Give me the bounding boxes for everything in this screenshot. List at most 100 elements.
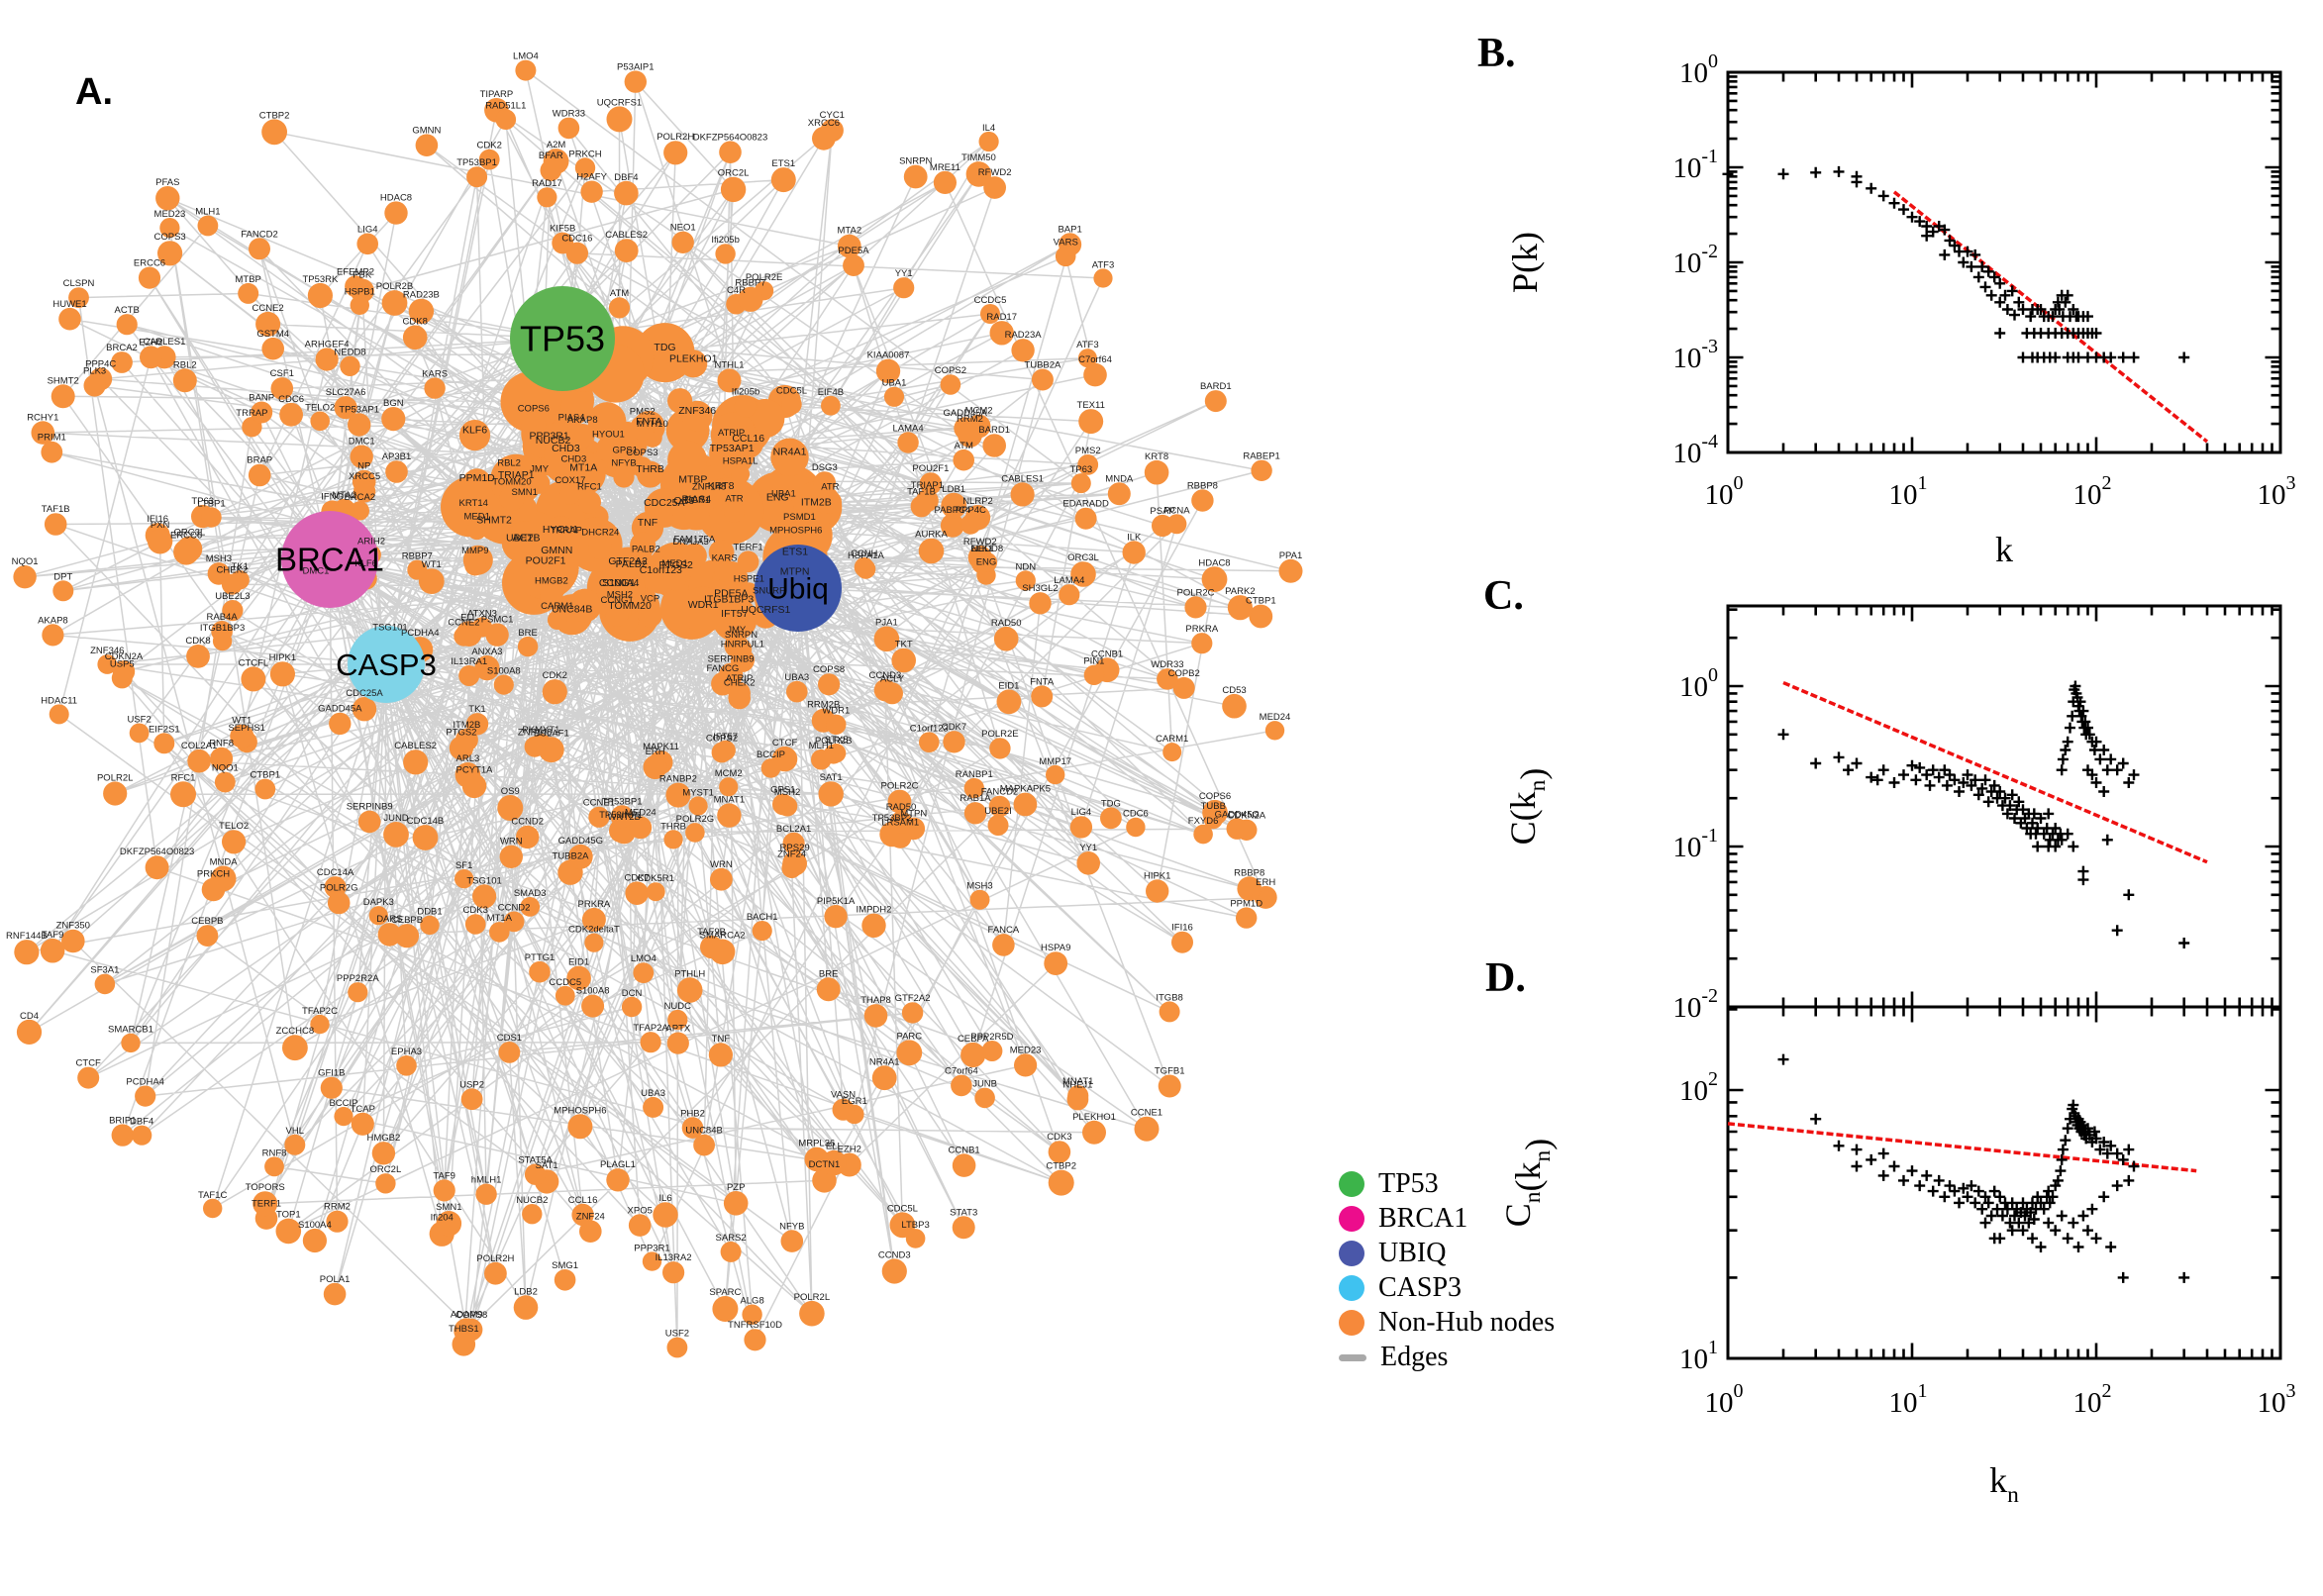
network-node <box>643 754 667 780</box>
y-tick-label: 10-1 <box>1672 146 1718 184</box>
network-node <box>1144 459 1169 485</box>
network-node <box>320 1076 343 1099</box>
network-node <box>407 559 428 580</box>
node-label: CDK2 <box>477 141 502 151</box>
node-label: RAD23B <box>403 290 440 301</box>
network-node <box>940 513 964 538</box>
node-label: CARM1 <box>1156 734 1188 745</box>
node-label: S100A8 <box>487 666 521 677</box>
node-label: PLEKHO1 <box>669 352 718 364</box>
node-label: TFAP2A <box>633 1023 668 1034</box>
node-label: RBL2 <box>173 359 197 370</box>
hub-label-tp53: TP53 <box>520 319 605 359</box>
node-label: POLR2G <box>676 814 715 825</box>
network-node <box>969 889 990 910</box>
node-label: CDK2deltaT <box>568 925 620 936</box>
node-label: MRE11 <box>930 162 960 173</box>
network-node <box>210 747 234 770</box>
network-node <box>587 402 627 441</box>
node-label: HSPE1 <box>734 573 764 584</box>
legend-label: BRCA1 <box>1378 1203 1468 1234</box>
network-node <box>557 117 580 140</box>
legend-label: UBIQ <box>1378 1238 1447 1268</box>
network-node <box>1015 570 1036 591</box>
node-label: POLR2C <box>1176 587 1214 598</box>
node-label: RBBP7 <box>735 278 765 289</box>
node-label: KRT14 <box>458 498 487 509</box>
node-label: COPS2 <box>935 365 966 376</box>
node-label: TIPARP <box>480 89 514 100</box>
node-label: PDE5A <box>714 588 748 600</box>
network-node <box>681 543 707 568</box>
node-label: SARS2 <box>716 1233 747 1244</box>
node-label: ZNF24 <box>777 849 806 860</box>
node-label: CDC5L <box>887 1203 918 1214</box>
panel-c: 100 10-1 10-2 C(kn) <box>1503 604 2282 1024</box>
network-node <box>1264 721 1285 741</box>
node-label: PIN1 <box>1083 656 1104 667</box>
network-node <box>903 164 928 189</box>
node-label: ATRIP <box>726 673 753 684</box>
node-label: POLR2B <box>815 736 853 747</box>
network-node <box>889 811 913 834</box>
node-label: COPS6 <box>518 404 550 415</box>
node-label: HIPK1 <box>269 652 296 663</box>
hub-node-ubiq <box>755 545 842 632</box>
node-label: APTX <box>665 1024 690 1035</box>
network-node <box>605 604 629 627</box>
node-label: PLK3 <box>83 365 106 376</box>
node-label: RCHY1 <box>27 412 58 423</box>
node-label: PRKRA <box>1185 624 1218 635</box>
node-label: THRB <box>636 463 664 475</box>
node-label: GSTM4 <box>256 329 289 340</box>
network-node <box>396 1055 417 1076</box>
node-label: CDK2 <box>543 670 567 681</box>
network-node <box>699 490 719 510</box>
network-node <box>940 374 961 395</box>
network-node <box>818 673 841 696</box>
network-node <box>478 510 510 541</box>
node-label: PTGS2 <box>446 728 476 739</box>
node-label: COX17 <box>555 475 585 486</box>
node-label: ACLY <box>880 673 905 684</box>
network-node <box>786 680 808 703</box>
node-label: UBE2I <box>984 806 1011 817</box>
node-label: MED1 <box>463 511 489 522</box>
network-node <box>943 731 965 753</box>
network-node <box>630 532 656 558</box>
node-label: ARIH2 <box>357 536 385 547</box>
node-label: HSPB1 <box>345 287 375 298</box>
legend: TP53 BRCA1 UBIQ CASP3 Non-Hub nodes Edges <box>1339 1168 1555 1372</box>
node-label: ATF3 <box>1076 340 1099 350</box>
network-node <box>951 1074 972 1097</box>
node-label: HMGB2 <box>367 1133 401 1144</box>
network-node <box>642 1251 662 1271</box>
node-label: MCM2 <box>715 768 743 779</box>
network-node <box>1100 807 1122 830</box>
network-node <box>201 877 226 902</box>
node-label: MLH1 <box>809 741 834 751</box>
node-label: HDAC11 <box>41 695 77 706</box>
node-label: USP5 <box>110 659 135 670</box>
network-node <box>42 624 64 647</box>
network-node <box>1201 566 1228 592</box>
network-node <box>693 1134 715 1156</box>
panel-c-label: C. <box>1483 573 1524 619</box>
node-label: PHB2 <box>680 1108 705 1119</box>
node-label: MTA2 <box>837 226 861 237</box>
node-label: ORC3L <box>1067 552 1099 563</box>
y-tick-label: 10-2 <box>1672 985 1718 1024</box>
network-node <box>1236 907 1258 929</box>
node-label: PTGS2 <box>658 559 693 571</box>
network-node <box>1029 592 1052 615</box>
network-node <box>408 298 435 325</box>
node-label: PIP5K1A <box>817 896 856 907</box>
node-label: HDAC8 <box>1198 557 1230 568</box>
network-node <box>1162 743 1182 762</box>
network-node <box>13 565 37 589</box>
network-node <box>897 432 919 453</box>
node-label: UBE2L3 <box>215 591 250 602</box>
node-label: WDR1 <box>822 706 850 717</box>
network-node <box>996 689 1022 715</box>
network-node <box>383 822 409 848</box>
